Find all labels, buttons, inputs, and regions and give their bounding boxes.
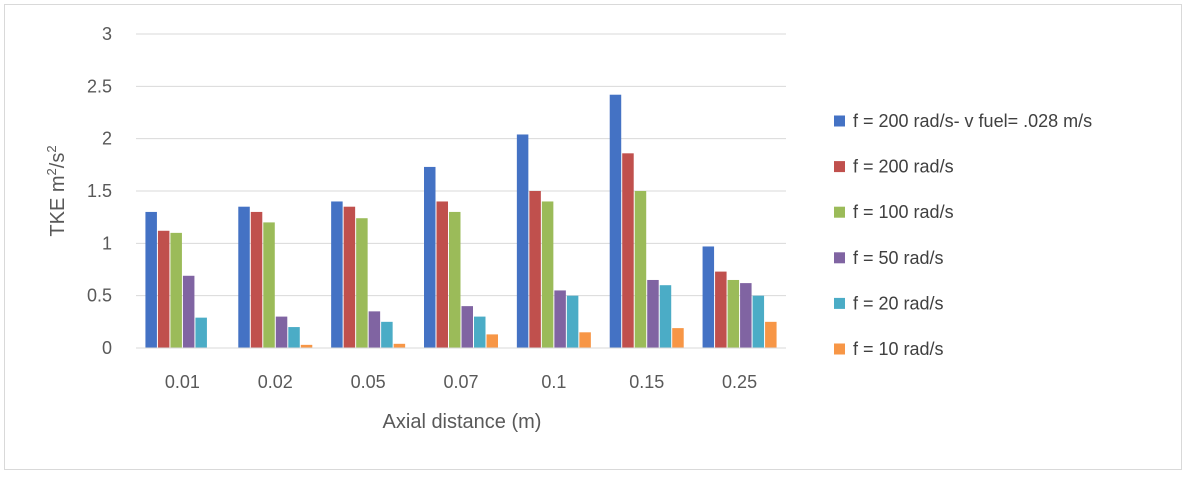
bar — [449, 211, 461, 348]
bar — [145, 211, 157, 348]
chart-frame — [4, 4, 1182, 470]
legend-label: f = 100 rad/s — [853, 202, 954, 222]
legend-swatch — [834, 161, 845, 173]
bar — [634, 191, 647, 348]
legend-label: f = 200 rad/s — [853, 157, 954, 177]
bar — [182, 275, 195, 348]
bar — [474, 316, 486, 348]
legend-label: f = 200 rad/s- v fuel= .028 m/s — [853, 111, 1092, 131]
y-tick-label: 2.5 — [87, 76, 112, 96]
x-tick-label: 0.01 — [165, 372, 200, 392]
bar — [659, 285, 672, 348]
bar — [331, 201, 343, 348]
bar — [702, 246, 715, 348]
bar — [263, 222, 275, 348]
y-tick-label: 1 — [102, 233, 112, 253]
y-tick-label: 3 — [102, 24, 112, 44]
bar — [622, 153, 634, 348]
bar — [288, 327, 300, 348]
bar — [368, 311, 381, 348]
y-axis-title: TKE m2/s2 — [44, 145, 69, 236]
legend-swatch — [834, 252, 845, 264]
bar — [381, 321, 393, 348]
bar — [752, 295, 765, 348]
x-axis-title: Axial distance (m) — [383, 411, 542, 433]
bar — [486, 334, 498, 348]
y-axis-title-mid: /s — [47, 153, 69, 169]
legend: f = 200 rad/s- v fuel= .028 m/s f = 200 r… — [834, 111, 1092, 359]
bar — [541, 201, 554, 348]
y-axis-title-sup2: 2 — [44, 145, 59, 152]
y-tick-label: 1.5 — [87, 181, 112, 201]
bar — [529, 191, 541, 348]
x-tick-label: 0.25 — [722, 372, 757, 392]
legend-swatch — [834, 206, 845, 218]
bar — [275, 316, 288, 348]
x-tick-label: 0.05 — [351, 372, 386, 392]
legend-label: f = 50 rad/s — [853, 248, 944, 268]
y-tick-label: 0.5 — [87, 286, 112, 306]
legend-swatch — [834, 115, 845, 127]
bar — [609, 94, 622, 348]
bar — [250, 211, 263, 348]
bar — [356, 218, 368, 348]
bar — [647, 279, 659, 348]
bar — [566, 295, 579, 348]
legend-swatch — [834, 297, 845, 309]
bars — [145, 94, 777, 348]
axes: 0 0.5 1 1.5 2 2.5 3 0.01 0.02 0.05 0.07 0.1 0.15 0.25 — [87, 24, 786, 392]
gridlines — [136, 33, 786, 297]
bar — [170, 232, 182, 348]
bar — [195, 317, 207, 348]
x-tick-label: 0.07 — [443, 372, 478, 392]
bar — [715, 271, 727, 348]
bar — [436, 201, 448, 348]
bar — [765, 321, 777, 348]
y-tick-label: 2 — [102, 129, 112, 149]
bar — [238, 206, 250, 348]
x-tick-label: 0.02 — [258, 372, 293, 392]
legend-label: f = 20 rad/s — [853, 293, 944, 313]
y-axis-title-sup1: 2 — [44, 168, 59, 175]
bar — [672, 328, 684, 348]
x-tick-label: 0.15 — [629, 372, 664, 392]
legend-label: f = 10 rad/s — [853, 339, 944, 359]
bar — [300, 344, 313, 348]
bar — [343, 206, 356, 348]
bar — [554, 290, 566, 348]
y-tick-label: 0 — [102, 338, 112, 358]
legend-swatch — [834, 343, 845, 355]
bar — [727, 279, 740, 348]
bar — [424, 166, 436, 348]
x-tick-label: 0.1 — [541, 372, 566, 392]
y-axis-title-main: TKE m — [47, 175, 69, 236]
bar — [516, 134, 529, 348]
bar — [393, 343, 406, 348]
bar — [579, 332, 591, 348]
bar — [157, 230, 170, 348]
bar — [740, 283, 752, 348]
bar — [461, 306, 473, 348]
